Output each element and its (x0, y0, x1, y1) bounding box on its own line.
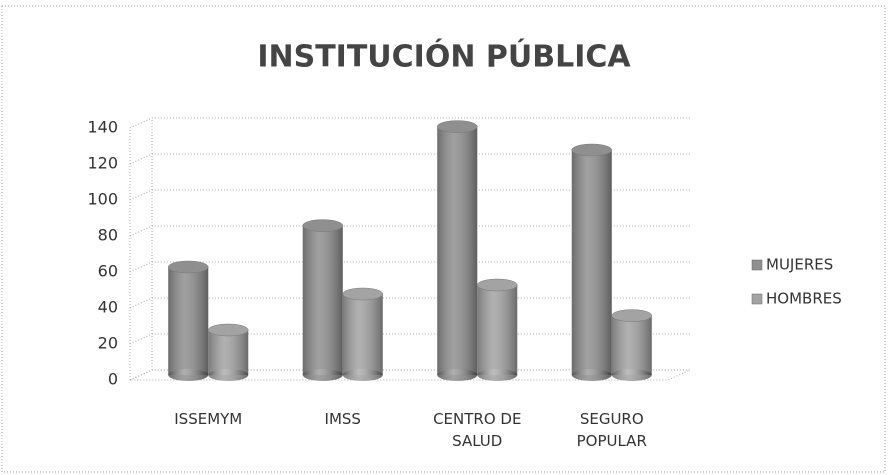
bar-cap (571, 143, 612, 157)
bar-shade-base (302, 369, 343, 381)
y-tick-label: 140 (87, 118, 118, 137)
bar-cap (302, 219, 343, 232)
y-tick-label: 100 (87, 190, 118, 209)
bar-cap (208, 323, 249, 337)
bar-shade-base (168, 369, 209, 381)
grid-line (129, 333, 690, 345)
grid-line (129, 189, 690, 201)
bar-cap (342, 287, 383, 301)
bar-shade-base (571, 369, 612, 381)
x-tick-label: IMSS (324, 410, 361, 428)
grid-line (129, 117, 690, 129)
bar-shade (571, 150, 612, 375)
x-tick-label: ISSEMYM (174, 410, 243, 428)
bar-shade (302, 225, 343, 375)
legend-label: MUJERES (766, 256, 833, 274)
grid-line (129, 153, 690, 165)
bar-shade-base (437, 369, 478, 381)
bar-shade-base (208, 369, 249, 381)
x-tick-label: CENTRO DE SALUD (433, 410, 522, 450)
grid-line (129, 297, 690, 309)
bar-shade (168, 267, 209, 375)
y-tick-label: 40 (98, 298, 118, 317)
bar-shade (437, 126, 478, 375)
legend-label: HOMBRES (766, 290, 842, 308)
bar-shade (477, 285, 518, 375)
y-tick-label: 80 (98, 226, 118, 245)
bar-cap (437, 120, 478, 133)
bar-shade-base (477, 369, 518, 381)
bar-shade (208, 330, 249, 375)
chart-border (1, 5, 886, 473)
bar-cap (611, 309, 652, 322)
grid-line (129, 369, 690, 381)
legend-swatch (751, 259, 763, 271)
bar-cap (168, 260, 209, 274)
x-tick-label: SEGURO POPULAR (576, 410, 647, 450)
bar-shade (342, 294, 383, 375)
bar-cap (477, 278, 518, 292)
y-tick-label: 120 (87, 154, 118, 173)
bar-shade-base (342, 369, 383, 381)
bar-shade-base (611, 369, 652, 381)
chart-title: INSTITUCIÓN PÚBLICA (257, 38, 631, 75)
grid-line (129, 225, 690, 237)
y-tick-label: 0 (108, 370, 118, 389)
grid-line (129, 261, 690, 273)
y-tick-label: 60 (98, 262, 118, 281)
y-tick-label: 20 (98, 334, 118, 353)
legend-swatch (751, 293, 763, 305)
bar-shade (611, 315, 652, 375)
